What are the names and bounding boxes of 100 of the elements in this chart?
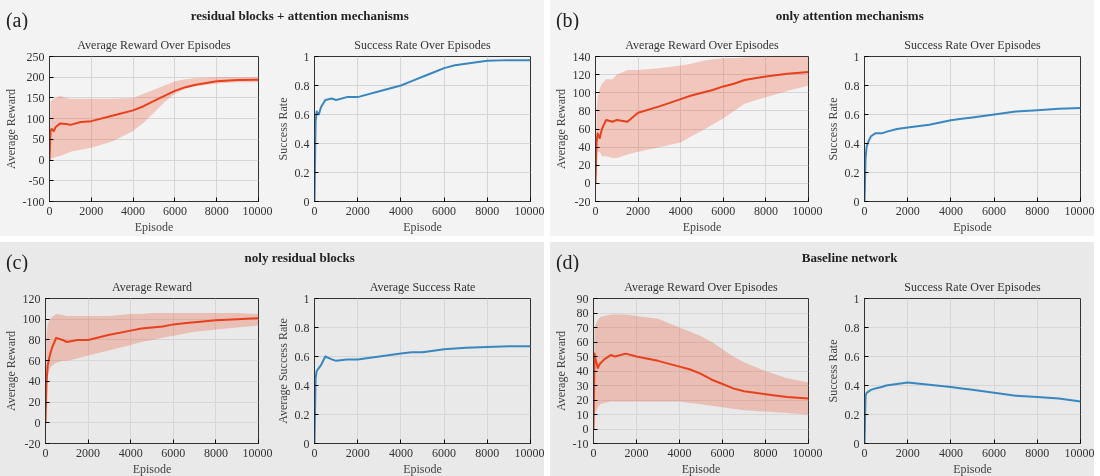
y-tick-label: 0.6 — [844, 107, 860, 122]
x-tick-label: 10000 — [242, 203, 273, 218]
x-tick-label: 10000 — [1064, 203, 1095, 218]
y-tick-label: 250 — [26, 49, 45, 64]
x-tick-label: 8000 — [753, 445, 778, 460]
x-tick-label: 4000 — [938, 203, 963, 218]
chart-title: Average Reward Over Episodes — [625, 37, 780, 52]
x-tick-label: 4000 — [938, 445, 963, 460]
x-tick-label: 10000 — [1064, 445, 1095, 460]
x-axis-title: Episode — [134, 219, 174, 234]
x-tick-label: 4000 — [121, 203, 146, 218]
y-tick-label: 20 — [576, 393, 589, 407]
y-tick-label: 0.2 — [294, 407, 310, 422]
line-series — [314, 59, 531, 202]
chart-title: Average Reward Over Episodes — [77, 37, 232, 52]
x-tick-label: 6000 — [711, 203, 736, 218]
y-tick-label: 0.4 — [294, 378, 310, 393]
y-tick-label: 0.2 — [844, 407, 860, 422]
y-tick-label: -20 — [24, 436, 41, 451]
y-tick-label: 140 — [572, 49, 591, 64]
y-tick-label: 90 — [576, 291, 589, 306]
y-tick-label: 120 — [22, 291, 41, 306]
y-tick-label: 200 — [26, 70, 45, 85]
y-tick-label: 0 — [582, 422, 589, 436]
x-tick-label: 4000 — [388, 445, 413, 460]
y-tick-label: 0.4 — [294, 136, 310, 151]
y-tick-label: 50 — [32, 132, 45, 147]
y-tick-label: -20 — [574, 194, 591, 209]
x-tick-label: 2000 — [895, 445, 920, 460]
x-tick-label: 6000 — [710, 445, 735, 460]
y-tick-label: 0.6 — [294, 349, 310, 364]
y-tick-label: 10 — [576, 407, 589, 422]
chart-title: Average Reward — [111, 279, 193, 294]
x-tick-label: 2000 — [79, 203, 104, 218]
x-tick-label: 4000 — [667, 445, 692, 460]
y-tick-label: 100 — [572, 85, 591, 100]
y-tick-label: -100 — [22, 194, 45, 209]
x-tick-label: 2000 — [895, 203, 920, 218]
y-tick-label: 20 — [28, 395, 41, 410]
y-tick-label: 60 — [578, 122, 591, 136]
y-tick-label: 20 — [578, 158, 591, 173]
chart-title: Success Rate Over Episodes — [904, 279, 1041, 294]
y-axis-title: Average Reward — [3, 88, 18, 170]
x-axis-title: Episode — [403, 219, 442, 234]
line-series — [593, 352, 809, 430]
y-tick-label: 1 — [303, 291, 310, 306]
x-tick-label: 10000 — [792, 445, 823, 460]
y-tick-label: -10 — [572, 436, 589, 451]
x-tick-label: 2000 — [76, 445, 101, 460]
text: only attention mechanisms — [775, 8, 924, 23]
x-tick-label: 8000 — [203, 445, 228, 460]
x-axis-title: Episode — [132, 461, 172, 476]
y-tick-label: 1 — [853, 291, 860, 306]
x-tick-label: 4000 — [118, 445, 143, 460]
x-tick-label: 8000 — [204, 203, 229, 218]
chart-title: Average Reward Over Episodes — [624, 279, 779, 294]
y-tick-label: 0 — [34, 415, 41, 430]
y-tick-label: 100 — [22, 312, 41, 327]
x-tick-label: 6000 — [432, 203, 457, 218]
x-tick-label: 2000 — [624, 445, 649, 460]
x-tick-label: 10000 — [792, 203, 823, 218]
x-tick-label: 8000 — [475, 445, 500, 460]
chart-title: Success Rate Over Episodes — [904, 37, 1041, 52]
y-tick-label: 0.2 — [844, 165, 860, 180]
y-tick-label: 0.8 — [294, 320, 310, 335]
y-axis-title: Success Rate — [825, 97, 840, 161]
x-axis-title: Episode — [953, 461, 992, 476]
x-tick-label: 10000 — [514, 203, 545, 218]
x-tick-label: 8000 — [475, 203, 500, 218]
y-tick-label: 150 — [26, 90, 45, 105]
y-axis-title: Average Reward — [553, 88, 568, 170]
y-tick-label: 0.4 — [844, 378, 860, 393]
y-axis-title: Success Rate — [275, 97, 290, 161]
y-tick-label: 0 — [38, 153, 45, 168]
y-tick-label: 30 — [576, 378, 589, 393]
y-tick-label: 80 — [576, 306, 589, 320]
x-tick-label: 2000 — [345, 203, 370, 218]
y-tick-label: 120 — [572, 67, 591, 82]
y-axis-title: Average Reward — [553, 330, 568, 412]
y-tick-label: 60 — [576, 335, 589, 349]
chart-title: Average Success Rate — [369, 279, 476, 294]
x-tick-label: 2000 — [626, 203, 651, 218]
x-tick-label: 6000 — [982, 445, 1007, 460]
y-axis-title: Success Rate — [825, 339, 840, 403]
y-tick-label: 70 — [576, 320, 589, 335]
y-tick-label: 0.8 — [844, 78, 860, 93]
y-tick-label: 0.8 — [294, 78, 310, 93]
y-tick-label: 0.4 — [844, 136, 860, 151]
text: Baseline network — [801, 250, 899, 265]
y-axis-title: Average Reward — [3, 330, 18, 412]
x-tick-label: 6000 — [982, 203, 1007, 218]
x-tick-label: 6000 — [161, 445, 186, 460]
chart-title: Success Rate Over Episodes — [354, 37, 491, 52]
x-tick-label: 2000 — [345, 445, 370, 460]
text: noly residual blocks — [244, 250, 355, 265]
x-tick-label: 8000 — [1025, 203, 1050, 218]
y-tick-label: 40 — [576, 364, 589, 378]
y-tick-label: 1 — [303, 49, 310, 64]
x-tick-label: 4000 — [668, 203, 693, 218]
y-tick-label: 50 — [576, 349, 589, 364]
